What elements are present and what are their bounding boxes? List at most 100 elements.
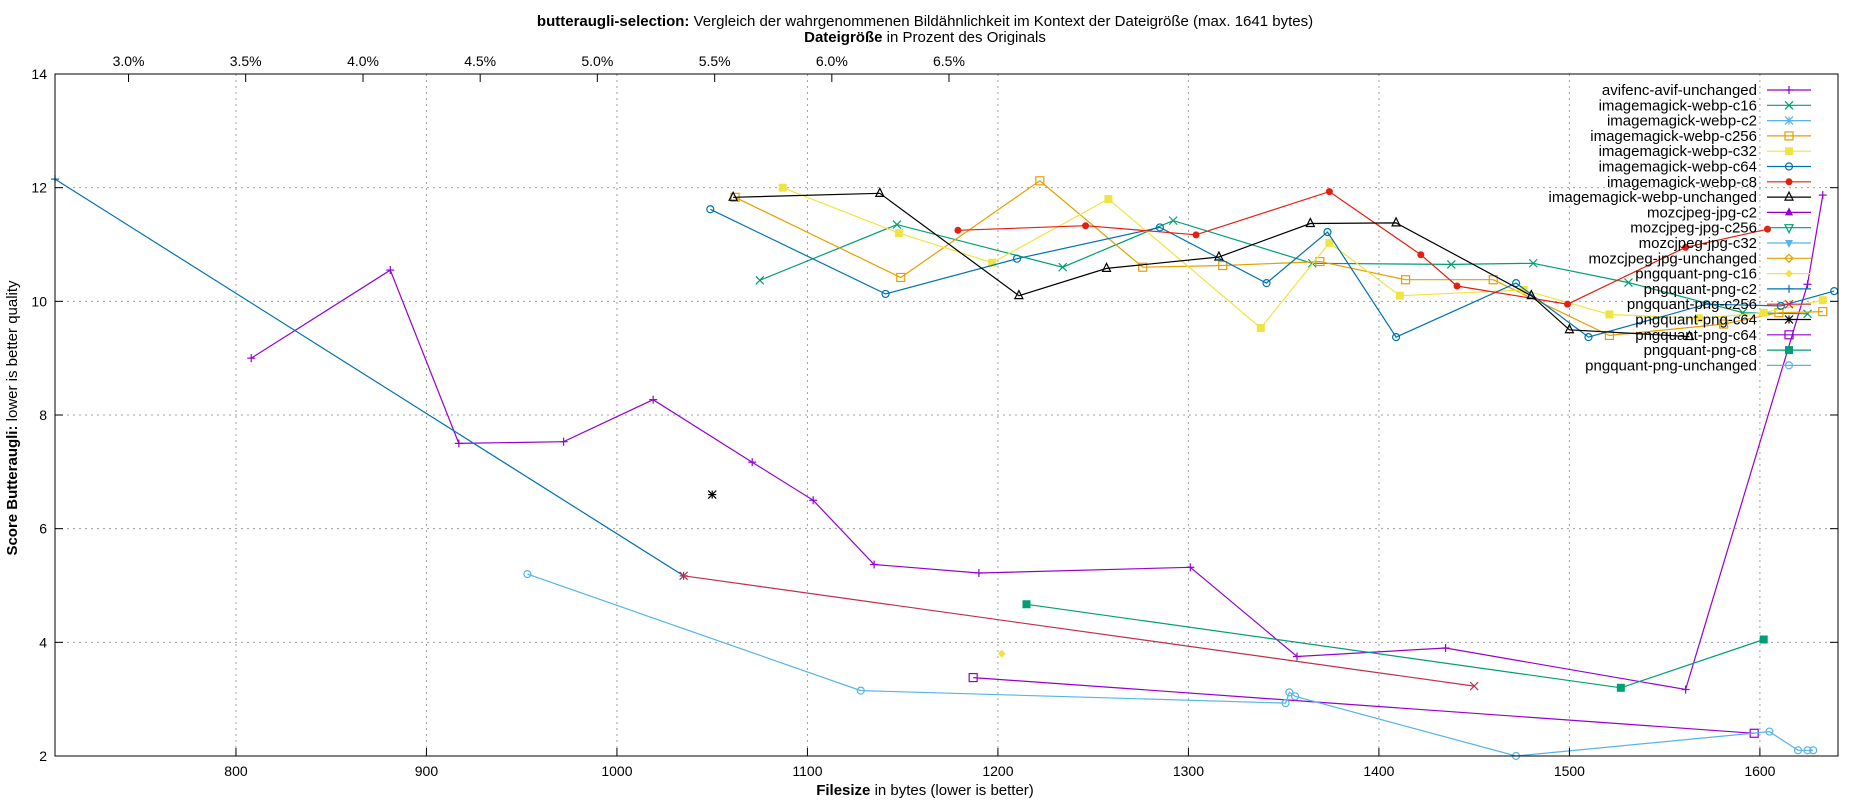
top-tick-label: 5.5% [699,53,731,69]
data-point [1785,207,1793,216]
data-point [707,490,717,499]
data-point [988,258,997,267]
top-tick-label: 3.5% [230,53,262,69]
data-point [1528,258,1538,268]
data-point [954,226,962,234]
tick-layer: 800 900 1000 1100 1200 1300 1400 1500 1600 2 4 6 8 10… [31,53,1838,779]
x-tick-label: 900 [415,763,439,779]
data-point [1186,563,1195,572]
y-tick-label: 14 [31,66,47,82]
data-point [1155,223,1164,232]
data-point [1564,300,1572,308]
data-point [728,190,739,201]
data-point [1325,238,1334,247]
data-point [1803,309,1812,319]
data-point [1616,683,1625,692]
data-point [874,187,885,197]
x-tick-label: 800 [224,763,248,779]
top-tick-label: 4.0% [347,53,379,69]
legend-label: mozcjpeg-jpg-c2 [1647,204,1757,221]
legend-label: imagemagick-webp-c64 [1599,159,1757,176]
data-point [1784,116,1794,126]
series-pngquant-png-c16 [997,649,1006,658]
legend-label: pngquant-png-c2 [1644,281,1757,298]
series-imagemagick-webp-c16 [755,216,1812,319]
x-axis-label-bold: Filesize [816,782,870,799]
legend-label: imagemagick-webp-c32 [1599,143,1757,160]
data-point [1784,224,1794,235]
data-point [247,354,256,363]
data-point [1281,699,1290,708]
data-point [1694,314,1703,323]
data-point [1785,269,1793,278]
data-point [454,439,463,448]
data-point [1684,330,1695,341]
data-point [1213,250,1224,261]
data-point [1082,222,1090,230]
legend: avifenc-avif-unchangedimagemagick-webp-c… [1549,82,1811,374]
data-point [778,183,787,192]
legend-label: pngquant-png-unchanged [1585,357,1757,374]
series-pngquant-png-c64 [968,672,1759,738]
data-point [1784,100,1794,110]
data-point [1624,278,1633,288]
data-point [974,568,983,577]
series-pngquant-png-c8 [1022,600,1768,692]
grid [55,74,1838,756]
data-point [1395,291,1404,300]
data-point [1290,692,1300,701]
series-imagemagick-webp-c8 [954,188,1772,308]
data-point [523,570,532,579]
data-point [1453,282,1461,290]
top-tick-label: 6.5% [933,53,965,69]
data-point [1803,280,1812,289]
series-pngquant-png-unchanged [523,570,1818,761]
data-point [1785,147,1793,156]
x-tick-label: 1000 [601,763,632,779]
data-point [1058,262,1068,272]
series-line [782,187,1823,329]
series-pngquant-png-c256 [679,571,1479,691]
y-tick-label: 12 [31,180,47,196]
data-point [1809,746,1818,755]
data-point [1325,188,1333,196]
data-point [1818,306,1828,317]
legend-label: imagemagick-webp-c256 [1590,128,1757,145]
legend-label: pngquant-png-c256 [1627,296,1757,313]
data-point [1293,652,1302,661]
series-pngquant-png-c64 [707,490,717,499]
series-line [527,573,1814,757]
series-imagemagick-webp-c64 [706,205,1839,342]
y-axis-label-bold: Score Butteraugli: [4,426,21,556]
data-point [1702,300,1711,309]
data-point [649,395,658,404]
data-point [1022,600,1031,609]
series-pngquant-png-c2 [51,175,688,580]
data-point [870,560,879,569]
legend-label: imagemagick-webp-c16 [1599,97,1757,114]
chart-title-bold: butteraugli-selection: [537,13,690,30]
top-tick-label: 6.0% [816,53,848,69]
data-point [1262,279,1271,288]
data-point [1218,260,1228,271]
data-point [1785,346,1793,355]
data-point [1759,308,1768,317]
data-point [997,649,1006,658]
chart-title-rest: Vergleich der wahrgenommenen Bildähnlich… [689,13,1313,30]
data-point [1441,644,1450,653]
series-imagemagick-webp-c32 [778,183,1827,333]
data-point [1526,289,1537,300]
data-point [1012,254,1022,263]
data-point [1784,162,1794,171]
data-point [896,272,906,283]
data-point [386,266,395,275]
data-point [1446,259,1456,269]
legend-label: mozcjpeg-jpg-unchanged [1589,250,1757,267]
series-line [734,180,1823,337]
legend-label: imagemagick-webp-unchanged [1549,189,1757,206]
data-point [706,205,715,214]
series-avifenc-avif-unchanged [247,191,1827,694]
data-point [1759,635,1768,644]
data-point [1519,285,1528,294]
